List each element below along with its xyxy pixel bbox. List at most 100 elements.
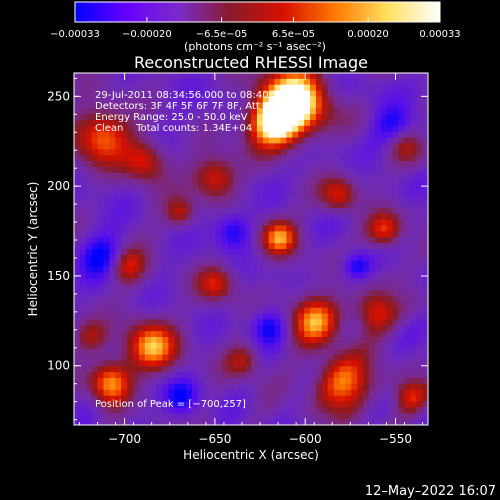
heatmap-cell xyxy=(315,360,323,367)
heatmap-cell xyxy=(109,378,116,385)
heatmap-cell xyxy=(398,207,405,215)
heatmap-cell xyxy=(192,119,199,127)
heatmap-cell xyxy=(162,108,169,115)
heatmap-cell xyxy=(215,125,223,133)
heatmap-cell xyxy=(227,342,234,350)
heatmap-cell xyxy=(315,225,323,232)
heatmap-cell xyxy=(268,401,276,408)
heatmap-cell xyxy=(286,290,293,297)
heatmap-cell xyxy=(339,354,346,362)
heatmap-cell xyxy=(416,184,423,191)
heatmap-cell xyxy=(256,260,264,268)
heatmap-cell xyxy=(203,354,211,362)
heatmap-cell xyxy=(280,102,287,109)
heatmap-cell xyxy=(150,413,158,420)
heatmap-cell xyxy=(286,342,293,350)
heatmap-cell xyxy=(298,119,305,127)
heatmap-cell xyxy=(103,354,110,362)
heatmap-cell xyxy=(416,155,423,162)
heatmap-cell xyxy=(192,149,199,156)
heatmap-cell xyxy=(133,325,140,332)
heatmap-cell xyxy=(410,360,417,367)
heatmap-cell xyxy=(315,342,323,350)
heatmap-cell xyxy=(327,184,335,191)
heatmap-cell xyxy=(392,102,400,109)
heatmap-cell xyxy=(233,237,240,244)
heatmap-cell xyxy=(398,254,405,262)
heatmap-cell xyxy=(333,161,341,168)
heatmap-cell xyxy=(310,366,317,373)
heatmap-cell xyxy=(174,143,181,150)
heatmap-cell xyxy=(186,401,193,408)
heatmap-cell xyxy=(245,348,252,356)
heatmap-cell xyxy=(345,161,352,168)
heatmap-cell xyxy=(85,254,93,262)
heatmap-cell xyxy=(351,383,358,391)
heatmap-cell xyxy=(339,149,346,156)
heatmap-cell xyxy=(115,395,122,403)
heatmap-cell xyxy=(268,172,276,180)
heatmap-cell xyxy=(168,372,175,379)
heatmap-cell xyxy=(233,407,240,414)
heatmap-cell xyxy=(127,319,134,326)
heatmap-cell xyxy=(180,278,187,285)
heatmap-cell xyxy=(138,337,146,344)
heatmap-cell xyxy=(180,102,187,109)
heatmap-cell xyxy=(416,207,423,215)
heatmap-cell xyxy=(422,419,428,425)
heatmap-cell xyxy=(180,108,187,115)
heatmap-cell xyxy=(174,178,181,186)
heatmap-cell xyxy=(79,260,87,268)
heatmap-cell xyxy=(209,354,217,362)
heatmap-cell xyxy=(286,161,293,168)
heatmap-cell xyxy=(79,143,87,150)
heatmap-cell xyxy=(150,143,158,150)
heatmap-cell xyxy=(351,96,358,103)
heatmap-cell xyxy=(392,108,400,115)
heatmap-cell xyxy=(133,319,140,326)
heatmap-cell xyxy=(416,301,423,309)
heatmap-cell xyxy=(262,342,270,350)
heatmap-cell xyxy=(357,366,364,373)
heatmap-cell xyxy=(186,237,193,244)
heatmap-cell xyxy=(91,225,99,232)
heatmap-cell xyxy=(162,331,169,338)
heatmap-cell xyxy=(292,331,299,338)
heatmap-cell xyxy=(239,372,246,379)
heatmap-cell xyxy=(85,78,93,86)
heatmap-cell xyxy=(215,202,223,209)
heatmap-cell xyxy=(339,108,346,115)
heatmap-cell xyxy=(351,161,358,168)
heatmap-cell xyxy=(121,395,128,403)
heatmap-cell xyxy=(74,202,81,209)
heatmap-cell xyxy=(339,337,346,344)
heatmap-cell xyxy=(115,290,122,297)
heatmap-cell xyxy=(262,202,270,209)
heatmap-cell xyxy=(315,90,323,98)
heatmap-cell xyxy=(274,307,282,315)
heatmap-cell xyxy=(174,395,181,403)
heatmap-cell xyxy=(186,254,193,262)
heatmap-cell xyxy=(180,295,187,303)
heatmap-cell xyxy=(315,354,323,362)
heatmap-cell xyxy=(197,278,205,285)
heatmap-cell xyxy=(109,301,116,309)
heatmap-cell xyxy=(91,419,99,425)
heatmap-cell xyxy=(310,231,317,238)
heatmap-cell xyxy=(286,301,293,309)
heatmap-cell xyxy=(85,249,93,256)
heatmap-cell xyxy=(91,96,99,103)
heatmap-cell xyxy=(209,137,217,144)
heatmap-cell xyxy=(133,161,140,168)
heatmap-cell xyxy=(298,313,305,320)
heatmap-cell xyxy=(186,137,193,144)
heatmap-cell xyxy=(262,213,270,221)
heatmap-cell xyxy=(339,78,346,86)
heatmap-cell xyxy=(274,413,282,420)
heatmap-cell xyxy=(345,413,352,420)
heatmap-cell xyxy=(315,196,323,203)
heatmap-cell xyxy=(115,125,122,133)
heatmap-cell xyxy=(168,114,175,121)
heatmap-cell xyxy=(339,360,346,367)
heatmap-cell xyxy=(369,413,376,420)
